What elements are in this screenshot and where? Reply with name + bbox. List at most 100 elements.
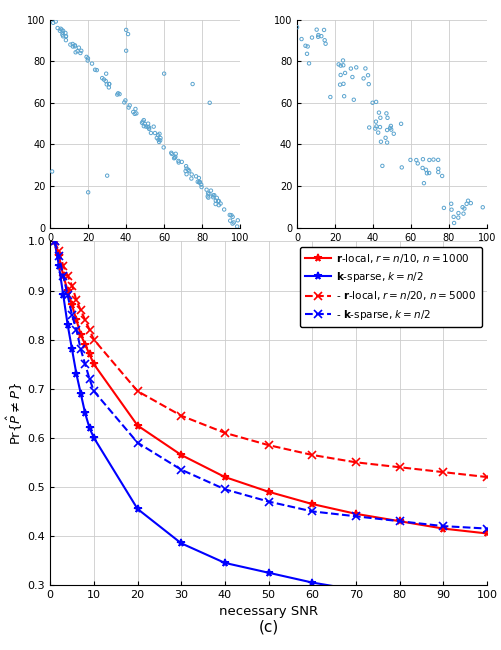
Point	[160, 68, 168, 79]
Point	[84, 55, 92, 66]
Point	[227, 210, 235, 220]
Point	[154, 135, 162, 145]
Point	[301, 40, 309, 51]
Point	[103, 170, 111, 181]
Point	[52, 16, 60, 27]
Point	[297, 34, 305, 44]
Point	[376, 136, 384, 147]
Point	[62, 31, 70, 42]
Text: (c): (c)	[258, 619, 278, 634]
Point	[98, 73, 106, 83]
Point	[145, 124, 153, 134]
Point	[340, 68, 348, 78]
Point	[62, 31, 70, 42]
Text: (b): (b)	[380, 253, 402, 268]
Point	[459, 203, 467, 214]
Point	[396, 118, 404, 129]
Point	[220, 204, 228, 214]
Point	[59, 31, 67, 42]
Point	[458, 209, 466, 219]
Point	[378, 161, 386, 171]
Point	[228, 218, 236, 229]
Point	[195, 177, 203, 187]
Point	[466, 198, 474, 209]
Point	[120, 98, 128, 108]
Point	[433, 164, 441, 174]
Point	[177, 157, 185, 167]
Point	[125, 100, 133, 110]
Point	[320, 35, 328, 46]
Point	[339, 60, 347, 70]
Point	[140, 121, 148, 131]
Point	[82, 51, 90, 62]
Point	[206, 185, 214, 196]
Point	[422, 168, 430, 179]
Point	[59, 27, 67, 38]
Point	[361, 63, 369, 73]
Point	[139, 115, 147, 125]
Point	[71, 40, 79, 51]
Point	[195, 177, 203, 187]
Point	[69, 39, 77, 49]
Point	[69, 42, 77, 52]
Point	[115, 89, 123, 99]
Point	[303, 42, 311, 52]
Point	[209, 192, 217, 202]
Point	[140, 119, 148, 129]
Point	[346, 63, 354, 73]
Point	[424, 168, 432, 178]
Point	[326, 92, 334, 102]
Point	[156, 133, 164, 143]
Point	[232, 221, 240, 231]
Point	[100, 74, 108, 85]
Point	[156, 135, 164, 146]
Point	[453, 208, 461, 218]
Point	[170, 153, 178, 163]
Point	[187, 174, 195, 184]
Point	[336, 60, 344, 71]
Point	[359, 73, 367, 84]
Point	[376, 112, 384, 123]
Point	[130, 109, 138, 119]
Point	[105, 79, 113, 89]
Point	[73, 46, 81, 57]
Point	[418, 162, 426, 173]
Point	[152, 133, 160, 143]
Point	[131, 104, 139, 114]
Point	[364, 79, 372, 89]
Point	[124, 29, 132, 39]
Point	[159, 142, 167, 153]
Point	[147, 128, 155, 138]
Point	[88, 58, 96, 69]
Point	[424, 155, 432, 165]
Y-axis label: Pr{$\hat{P} \neq P$}: Pr{$\hat{P} \neq P$}	[5, 382, 25, 445]
Point	[187, 169, 195, 179]
Point	[375, 122, 383, 132]
Point	[372, 121, 380, 131]
Point	[113, 90, 121, 100]
Point	[314, 30, 322, 40]
Point	[103, 79, 111, 90]
Point	[418, 154, 426, 164]
Point	[461, 199, 469, 209]
Point	[197, 182, 205, 192]
Point	[368, 98, 376, 108]
Point	[214, 200, 222, 211]
Point	[184, 164, 192, 175]
Point	[105, 82, 113, 92]
Point	[193, 177, 201, 187]
Point	[138, 116, 146, 127]
X-axis label: necessary SNR: necessary SNR	[218, 605, 318, 618]
Point	[194, 173, 202, 183]
Point	[57, 23, 65, 34]
Point	[382, 108, 390, 118]
Point	[181, 166, 189, 176]
Point	[305, 58, 313, 69]
Point	[373, 127, 381, 138]
Point	[478, 202, 486, 213]
Point	[192, 171, 200, 181]
Point	[334, 59, 342, 70]
Point	[312, 25, 320, 35]
Point	[433, 167, 441, 177]
Point	[205, 188, 213, 199]
